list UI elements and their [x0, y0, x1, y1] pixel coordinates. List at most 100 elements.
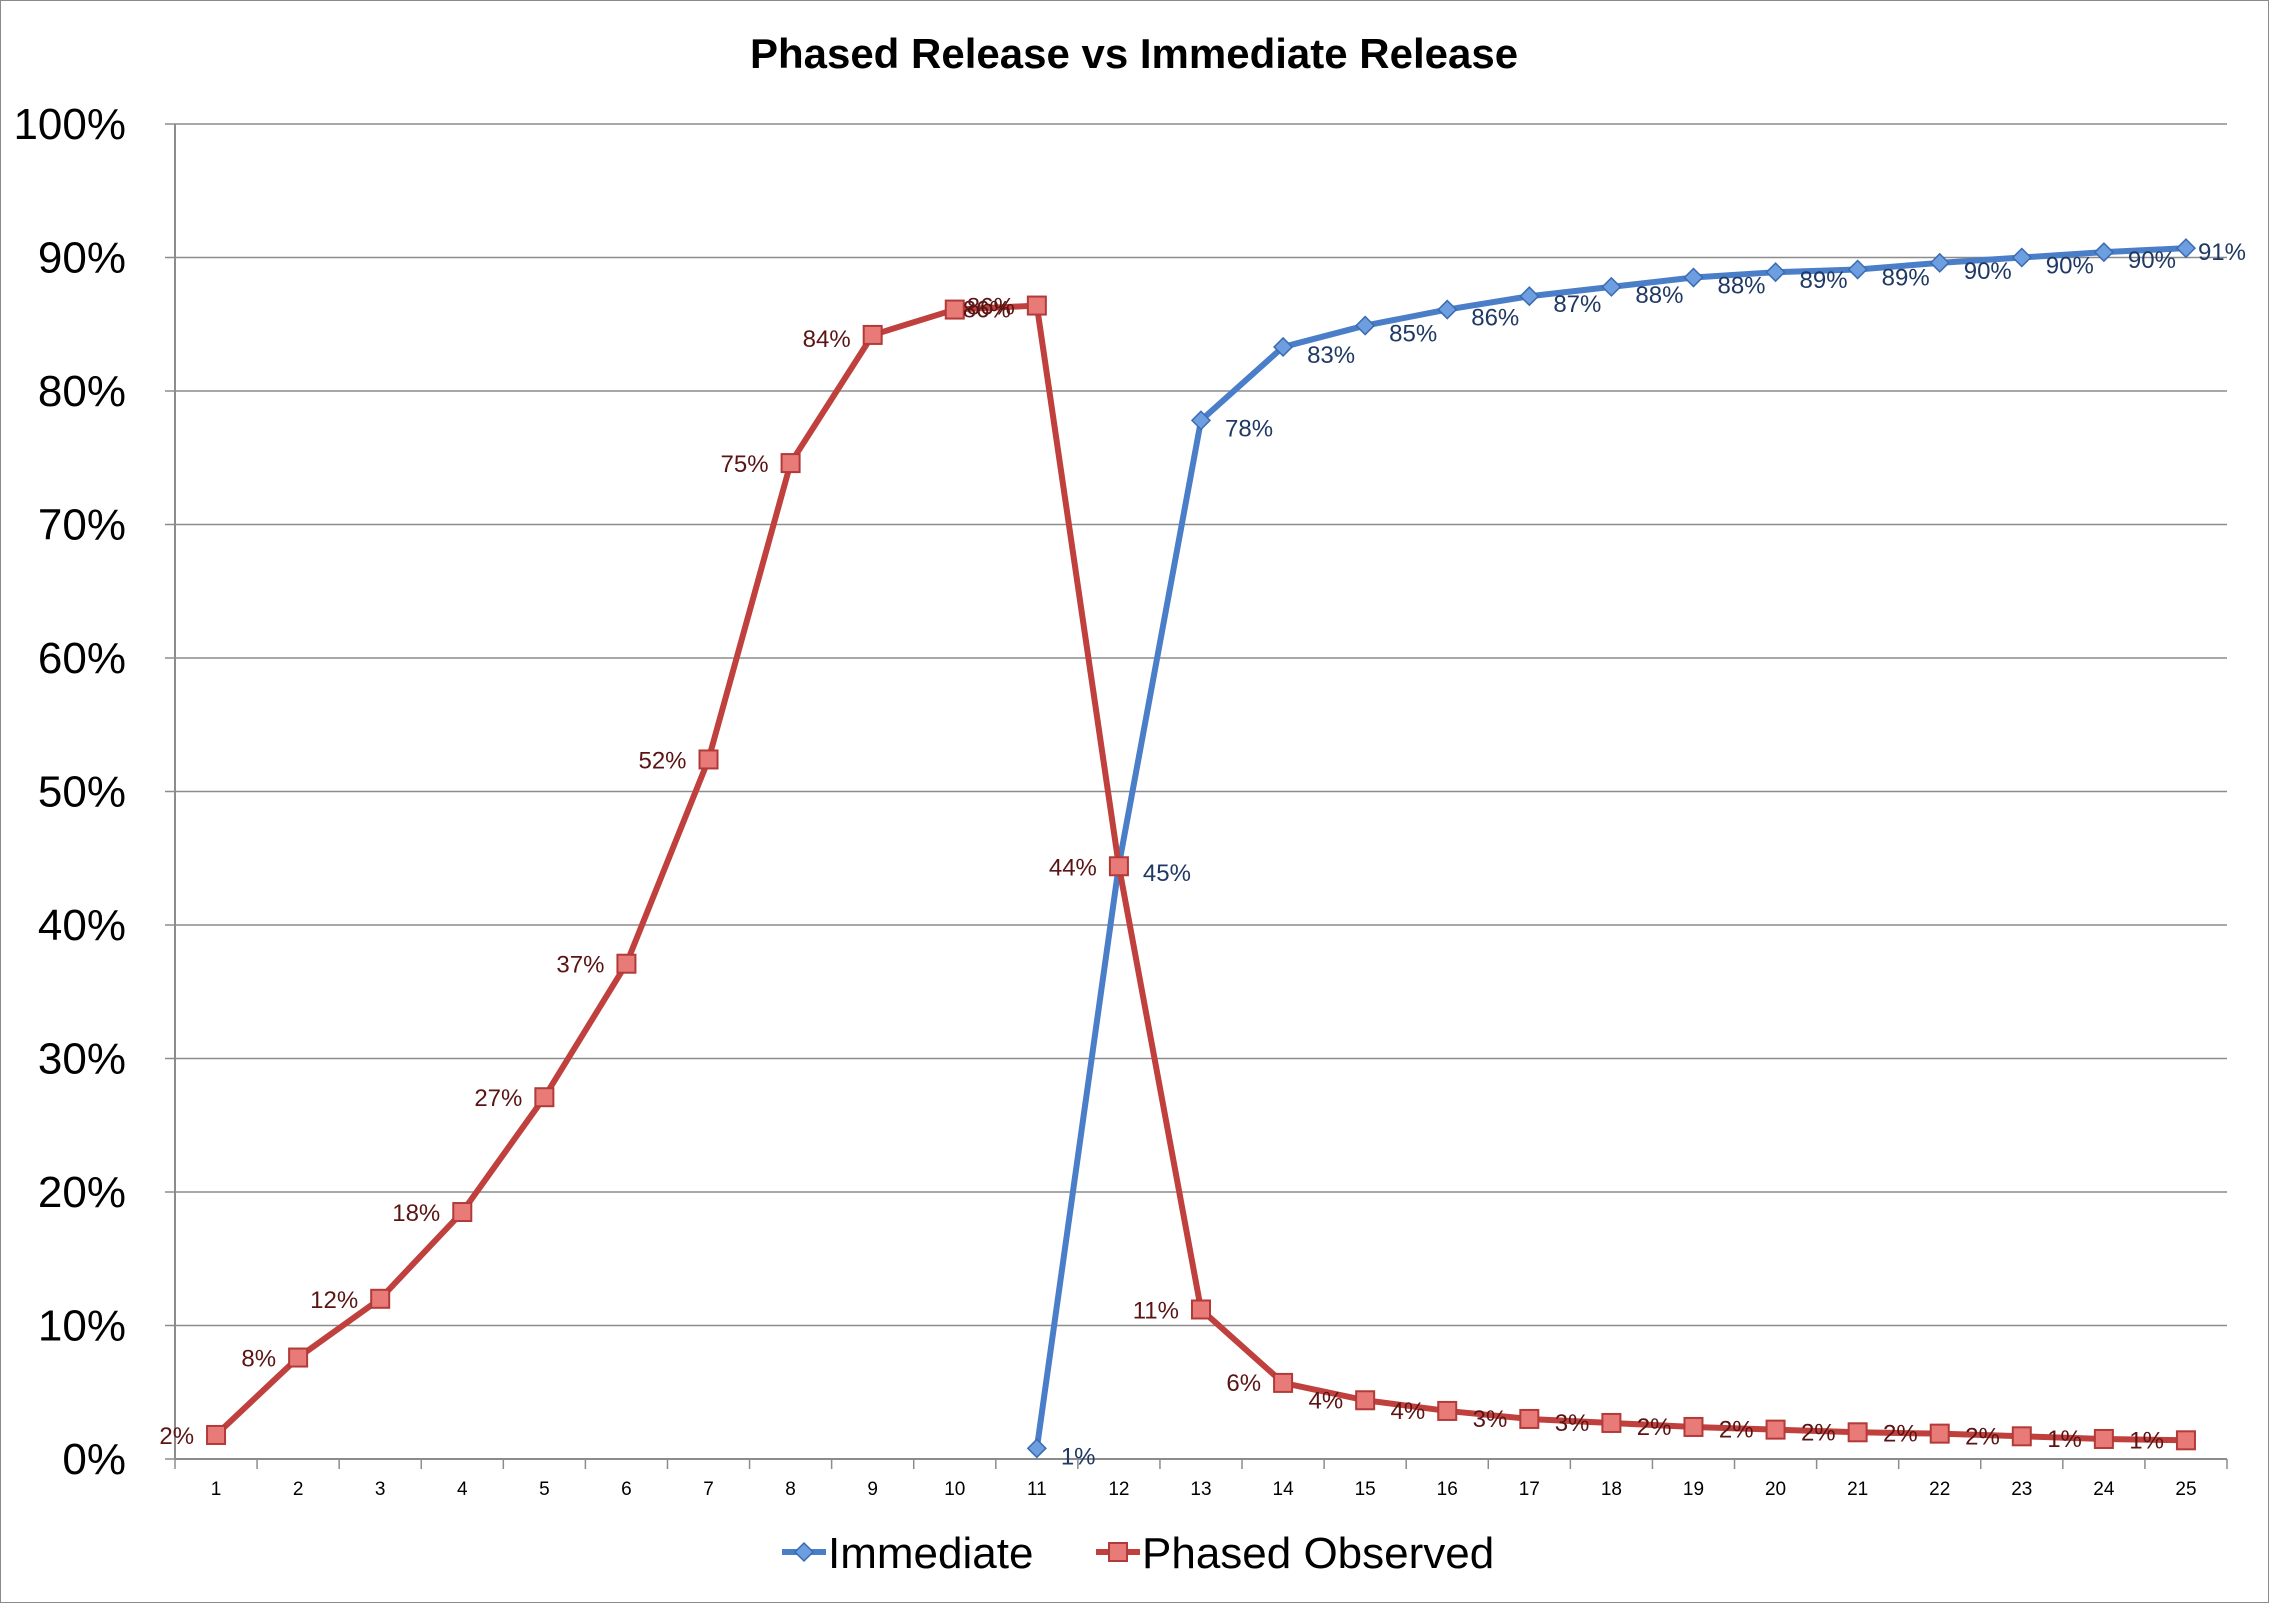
- data-label: 2%: [159, 1423, 194, 1450]
- x-tick-label: 24: [2093, 1479, 2115, 1500]
- data-point-marker: [1026, 295, 1047, 316]
- data-point-marker: [1355, 1390, 1376, 1411]
- x-tick-label: 9: [867, 1479, 878, 1500]
- legend-marker: [1108, 1542, 1128, 1562]
- legend: Immediate Phased Observed: [782, 1529, 1494, 1578]
- x-tick-label: 3: [375, 1479, 386, 1500]
- data-label: 12%: [310, 1287, 358, 1314]
- data-label: 18%: [392, 1200, 440, 1227]
- data-label: 6%: [1226, 1370, 1261, 1397]
- data-point-marker: [1108, 856, 1129, 877]
- data-point-marker: [1190, 410, 1212, 431]
- chart-title: Phased Release vs Immediate Release: [750, 30, 1518, 77]
- data-label: 52%: [638, 747, 686, 774]
- data-label: 3%: [1473, 1406, 1508, 1433]
- x-tick-label: 7: [703, 1479, 714, 1500]
- y-tick-label: 50%: [38, 768, 126, 817]
- x-tick-label: 1: [211, 1479, 222, 1500]
- data-point-marker: [1519, 286, 1540, 307]
- data-labels: 1% 45% 78% 83% 85% 86% 87% 88% 88% 89% 89% 90% 90% 90…: [159, 239, 2246, 1470]
- y-tick-label: 70%: [38, 501, 126, 550]
- data-point-marker: [1601, 276, 1622, 297]
- x-tick-label: 23: [2011, 1479, 2032, 1500]
- x-tick-label: 2: [293, 1479, 304, 1500]
- data-point-marker: [1191, 1299, 1211, 1320]
- data-point-marker: [1929, 1423, 1950, 1444]
- data-label: 44%: [1049, 854, 1097, 881]
- data-point-marker: [1273, 336, 1294, 358]
- y-tick-label: 80%: [38, 367, 126, 416]
- legend-label: Immediate: [828, 1529, 1033, 1578]
- data-label: 8%: [241, 1346, 276, 1373]
- x-tick-label: 14: [1273, 1479, 1295, 1500]
- data-point-marker: [452, 1202, 473, 1223]
- data-label: 2%: [1719, 1417, 1754, 1444]
- y-tick-label: 10%: [38, 1302, 126, 1351]
- data-label: 11%: [1133, 1297, 1179, 1324]
- y-tick-label: 60%: [38, 634, 126, 683]
- data-point-marker: [780, 453, 801, 474]
- x-tick-label: 17: [1519, 1479, 1540, 1500]
- data-label: 86%: [963, 297, 1011, 324]
- series-immediate: [1026, 238, 2197, 1459]
- series-phased-observed: [206, 295, 2196, 1451]
- data-point-marker: [2093, 1428, 2114, 1449]
- x-tick-label: 19: [1683, 1479, 1704, 1500]
- data-label: 89%: [1882, 265, 1930, 292]
- axes: [165, 123, 2228, 1469]
- data-point-marker: [534, 1087, 555, 1108]
- data-label: 84%: [803, 326, 851, 353]
- data-label: 4%: [1391, 1398, 1426, 1425]
- data-label: 90%: [2046, 253, 2094, 280]
- y-tick-label: 30%: [38, 1035, 126, 1084]
- data-label: 83%: [1307, 342, 1355, 369]
- y-tick-label: 0%: [62, 1435, 126, 1484]
- data-point-marker: [2175, 238, 2197, 259]
- data-point-marker: [1437, 299, 1458, 320]
- data-label: 2%: [1637, 1414, 1672, 1441]
- data-point-marker: [206, 1424, 227, 1445]
- data-point-marker: [2011, 1426, 2032, 1447]
- x-tick-label: 25: [2175, 1479, 2196, 1500]
- data-label: 2%: [1883, 1421, 1918, 1448]
- data-point-marker: [1765, 1419, 1786, 1440]
- y-tick-label: 20%: [38, 1168, 126, 1217]
- data-point-marker: [862, 324, 883, 345]
- x-tick-label: 13: [1190, 1479, 1211, 1500]
- x-tick-label: 12: [1108, 1479, 1129, 1500]
- data-point-marker: [1601, 1412, 1622, 1433]
- data-point-marker: [2011, 247, 2032, 268]
- data-point-marker: [698, 749, 719, 770]
- data-label: 86%: [967, 294, 1015, 321]
- data-label: 1%: [2129, 1427, 2164, 1454]
- data-label: 1%: [2047, 1426, 2082, 1453]
- data-point-marker: [1437, 1400, 1458, 1421]
- series-line: [213, 302, 2187, 1444]
- data-point-marker: [2175, 1430, 2196, 1451]
- data-label: 90%: [2128, 247, 2176, 274]
- data-label: 88%: [1717, 273, 1765, 300]
- series-layer: [206, 238, 2197, 1459]
- y-tick-label: 100%: [13, 100, 126, 149]
- data-point-marker: [1026, 1438, 1047, 1459]
- data-point-marker: [944, 299, 965, 320]
- data-point-marker: [1355, 315, 1376, 336]
- x-tick-labels: 1 2 3 4 5 6 7 8 9 10 11 12 13 14 15 16 17 18 19 20 21 22 23 24 2…: [211, 1479, 2197, 1500]
- data-point-marker: [1519, 1408, 1540, 1429]
- x-tick-label: 11: [1027, 1479, 1047, 1500]
- data-point-marker: [1683, 1416, 1704, 1437]
- data-label: 87%: [1553, 291, 1601, 318]
- data-label: 37%: [556, 952, 604, 979]
- data-point-marker: [370, 1288, 391, 1309]
- data-label: 2%: [1801, 1419, 1836, 1446]
- data-point-marker: [1683, 267, 1704, 288]
- data-label: 1%: [1061, 1443, 1096, 1470]
- data-label: 90%: [1964, 258, 2012, 285]
- data-label: 88%: [1635, 282, 1683, 309]
- x-tick-label: 21: [1847, 1479, 1868, 1500]
- x-tick-label: 20: [1765, 1479, 1786, 1500]
- data-label: 27%: [474, 1085, 522, 1112]
- data-point-marker: [1765, 262, 1786, 283]
- data-label: 86%: [1471, 305, 1519, 332]
